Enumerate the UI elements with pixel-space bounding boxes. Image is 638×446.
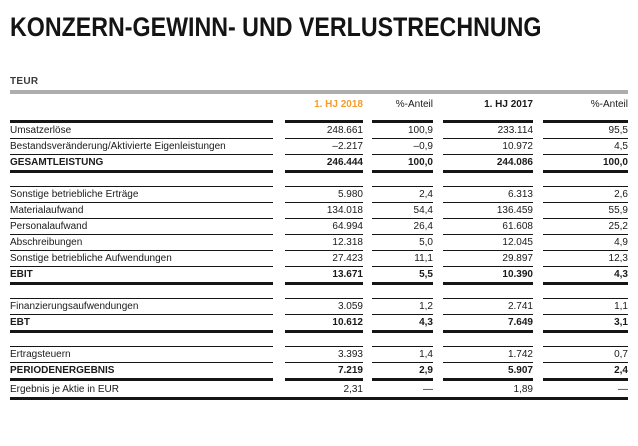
- col-header-anteil-2018: %-Anteil: [395, 99, 433, 110]
- row-label: Personalaufwand: [10, 218, 273, 234]
- value-cell: 100,0: [543, 154, 628, 173]
- value-cell: 1,4: [372, 346, 433, 362]
- value-cell: 12,3: [543, 250, 628, 266]
- table-section: Ertragsteuern 3.393 1,4 1.742 0,7 PERIODENERG…: [10, 346, 628, 397]
- value-cell: 3.059: [285, 298, 363, 314]
- value-cell: 233.114: [443, 120, 533, 138]
- value-cell: 5.980: [285, 186, 363, 202]
- table-row: Ergebnis je Aktie in EUR 2,31 — 1,89 —: [10, 381, 628, 397]
- row-label: Sonstige betriebliche Erträge: [10, 186, 273, 202]
- table-row: Personalaufwand 64.994 26,4 61.608 25,2: [10, 218, 628, 234]
- table-row: Umsatzerlöse 248.661 100,9 233.114 95,5: [10, 120, 628, 138]
- table-row: EBIT 13.671 5,5 10.390 4,3: [10, 266, 628, 285]
- value-cell: 11,1: [372, 250, 433, 266]
- row-label: PERIODENERGEBNIS: [10, 362, 273, 381]
- table-row: Sonstige betriebliche Aufwendungen 27.423…: [10, 250, 628, 266]
- value-cell: 134.018: [285, 202, 363, 218]
- table-bottom-rule: [10, 397, 628, 400]
- value-cell: 3,1: [543, 314, 628, 333]
- value-cell: 4,9: [543, 234, 628, 250]
- value-cell: 26,4: [372, 218, 433, 234]
- table-header: 1. HJ 2018 %-Anteil 1. HJ 2017 %-Anteil: [10, 94, 628, 120]
- table-section: Finanzierungsaufwendungen 3.059 1,2 2.741 1,…: [10, 298, 628, 333]
- page-title: KONZERN-GEWINN- UND VERLUSTRECHNUNG: [10, 12, 542, 42]
- row-label: Bestandsveränderung/Aktivierte Eigenleis…: [10, 138, 273, 154]
- value-cell: 25,2: [543, 218, 628, 234]
- value-cell: 27.423: [285, 250, 363, 266]
- table-row: Ertragsteuern 3.393 1,4 1.742 0,7: [10, 346, 628, 362]
- row-label: Umsatzerlöse: [10, 120, 273, 138]
- table-row: Abschreibungen 12.318 5,0 12.045 4,9: [10, 234, 628, 250]
- table-row: Materialaufwand 134.018 54,4 136.459 55,9: [10, 202, 628, 218]
- value-cell: —: [618, 384, 628, 395]
- value-cell: 5,5: [372, 266, 433, 285]
- value-cell: 100,9: [372, 120, 433, 138]
- value-cell: 2,4: [372, 186, 433, 202]
- unit-label: TEUR: [10, 76, 39, 87]
- value-cell: 13.671: [285, 266, 363, 285]
- value-cell: 248.661: [285, 120, 363, 138]
- value-cell: 0,7: [543, 346, 628, 362]
- table-row: EBT 10.612 4,3 7.649 3,1: [10, 314, 628, 333]
- table-row: GESAMTLEISTUNG 246.444 100,0 244.086 100,0: [10, 154, 628, 173]
- value-cell: 64.994: [285, 218, 363, 234]
- value-cell: 2,6: [543, 186, 628, 202]
- row-label: Sonstige betriebliche Aufwendungen: [10, 250, 273, 266]
- value-cell: 6.313: [443, 186, 533, 202]
- divider-bar: [10, 90, 628, 94]
- value-cell: 5,0: [372, 234, 433, 250]
- value-cell: 3.393: [285, 346, 363, 362]
- value-cell: 4,5: [543, 138, 628, 154]
- value-cell: 5.907: [443, 362, 533, 381]
- table-row: PERIODENERGEBNIS 7.219 2,9 5.907 2,4: [10, 362, 628, 381]
- row-label: Finanzierungsaufwendungen: [10, 298, 273, 314]
- value-cell: 10.972: [443, 138, 533, 154]
- value-cell: 4,3: [372, 314, 433, 333]
- value-cell: 1,2: [372, 298, 433, 314]
- row-label: EBT: [10, 314, 273, 333]
- value-cell: 1,89: [513, 384, 533, 395]
- value-cell: 12.045: [443, 234, 533, 250]
- row-label: Ergebnis je Aktie in EUR: [10, 384, 119, 395]
- value-cell: –2.217: [285, 138, 363, 154]
- value-cell: –0,9: [372, 138, 433, 154]
- row-label: Abschreibungen: [10, 234, 273, 250]
- table-row: Bestandsveränderung/Aktivierte Eigenleis…: [10, 138, 628, 154]
- value-cell: 7.219: [285, 362, 363, 381]
- value-cell: 2,31: [343, 384, 363, 395]
- value-cell: 2,4: [543, 362, 628, 381]
- value-cell: 10.612: [285, 314, 363, 333]
- value-cell: 54,4: [372, 202, 433, 218]
- col-header-hj2017: 1. HJ 2017: [484, 99, 533, 110]
- table-section: Umsatzerlöse 248.661 100,9 233.114 95,5 Besta…: [10, 120, 628, 173]
- value-cell: 100,0: [372, 154, 433, 173]
- value-cell: 244.086: [443, 154, 533, 173]
- value-cell: —: [423, 384, 433, 395]
- row-label: Materialaufwand: [10, 202, 273, 218]
- value-cell: 1.742: [443, 346, 533, 362]
- income-statement-table: Umsatzerlöse 248.661 100,9 233.114 95,5 Besta…: [10, 120, 628, 397]
- table-row: Finanzierungsaufwendungen 3.059 1,2 2.741 1,…: [10, 298, 628, 314]
- table-row: Sonstige betriebliche Erträge 5.980 2,4 6.3…: [10, 186, 628, 202]
- value-cell: 7.649: [443, 314, 533, 333]
- row-label: EBIT: [10, 266, 273, 285]
- table-section: Sonstige betriebliche Erträge 5.980 2,4 6.3…: [10, 186, 628, 285]
- value-cell: 10.390: [443, 266, 533, 285]
- row-label: GESAMTLEISTUNG: [10, 154, 273, 173]
- value-cell: 95,5: [543, 120, 628, 138]
- value-cell: 4,3: [543, 266, 628, 285]
- value-cell: 136.459: [443, 202, 533, 218]
- value-cell: 55,9: [543, 202, 628, 218]
- value-cell: 29.897: [443, 250, 533, 266]
- col-header-anteil-2017: %-Anteil: [590, 99, 628, 110]
- value-cell: 246.444: [285, 154, 363, 173]
- col-header-hj2018: 1. HJ 2018: [314, 99, 363, 110]
- value-cell: 2.741: [443, 298, 533, 314]
- value-cell: 61.608: [443, 218, 533, 234]
- value-cell: 2,9: [372, 362, 433, 381]
- row-label: Ertragsteuern: [10, 346, 273, 362]
- value-cell: 1,1: [543, 298, 628, 314]
- value-cell: 12.318: [285, 234, 363, 250]
